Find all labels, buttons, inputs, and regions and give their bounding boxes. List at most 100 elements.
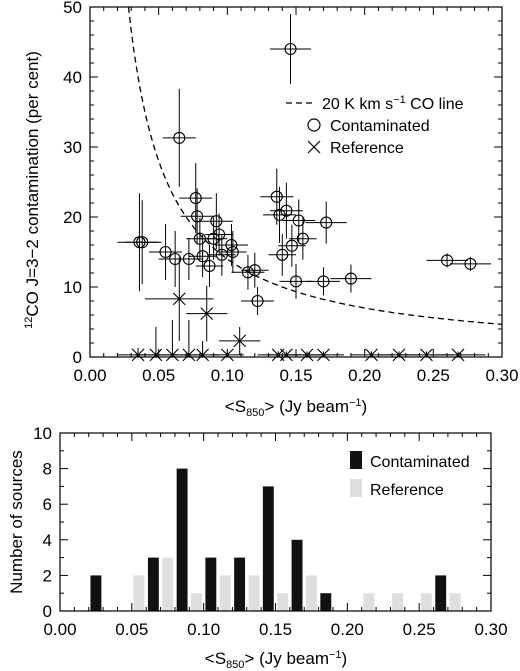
x-tick-label: 0.05 (142, 366, 175, 385)
histogram-y-tick-labels: 0 2 4 6 8 10 (33, 424, 52, 621)
scatter-y-tick-labels: 0 10 20 30 40 50 (63, 0, 82, 367)
reference-bar (305, 575, 317, 611)
contaminated-bar (291, 539, 303, 611)
contaminated-point (195, 245, 224, 287)
cross-marker (451, 348, 465, 362)
histogram-panel: 0.00 0.05 0.10 0.15 0.20 0.25 0.30 0 2 4 6 8 10 Con… (7, 424, 508, 671)
reference-bar (219, 575, 231, 611)
cross-marker (220, 348, 234, 362)
reference-bar (191, 593, 202, 611)
histogram-legend-reference-label: Reference (370, 482, 444, 499)
legend-line-label: 20 K km s−1 CO line (322, 94, 464, 113)
contaminated-bar (90, 575, 102, 611)
x-tick-label: 0.20 (348, 366, 381, 385)
scatter-legend: 20 K km s−1 CO line Contaminated Referen… (286, 94, 464, 157)
circle-marker (203, 259, 216, 273)
histogram-legend-contaminated-label: Contaminated (370, 454, 470, 471)
contaminated-point (241, 287, 275, 315)
x-tick-label: 0.15 (259, 620, 292, 639)
scatter-marks (117, 14, 492, 362)
contaminated-point (125, 200, 159, 285)
circle-marker (296, 232, 309, 245)
y-tick-label: 0 (43, 602, 52, 621)
legend-contaminated-label: Contaminated (330, 118, 430, 135)
reference-bar (363, 593, 375, 611)
scatter-y-axis-label: 12CO J=3−2 contamination (per cent) (23, 51, 42, 329)
contaminated-point (449, 256, 492, 271)
y-tick-label: 4 (43, 531, 52, 550)
circle-marker (276, 248, 289, 261)
contaminated-point (179, 163, 213, 234)
contaminated-bar (147, 557, 159, 611)
x-tick-label: 0.10 (211, 366, 244, 385)
circle-marker (213, 228, 226, 241)
circle-marker (225, 238, 238, 252)
contaminated-bar (234, 557, 246, 611)
contaminated-point (241, 252, 269, 288)
circle-marker (344, 272, 357, 285)
contaminated-bar (205, 557, 217, 611)
contaminated-bar (176, 468, 188, 611)
circle-marker (210, 215, 223, 228)
contaminated-point (231, 254, 265, 290)
cross-marker (200, 307, 214, 320)
scatter-plot-frame (89, 6, 503, 358)
reference-bar (277, 593, 289, 611)
contaminated-bar (320, 593, 332, 611)
contaminated-point (180, 188, 214, 245)
circle-marker (464, 257, 477, 270)
histogram-ticks (59, 432, 492, 612)
y-tick-label: 0 (73, 348, 82, 367)
cross-marker (172, 292, 186, 306)
x-tick-label: 0.15 (279, 366, 312, 385)
scatter-x-tick-labels: 0.00 0.05 0.10 0.15 0.20 0.25 0.30 (73, 366, 518, 385)
circle-marker (136, 236, 149, 249)
cross-marker (196, 348, 210, 362)
circle-marker (215, 248, 228, 261)
cross-marker (317, 348, 330, 362)
circle-marker (248, 264, 261, 277)
circle-marker (189, 192, 202, 205)
circle-marker (285, 239, 298, 252)
x-tick-label: 0.00 (43, 620, 76, 639)
contaminated-point (289, 217, 317, 260)
legend-reference-swatch (350, 479, 362, 497)
legend-contaminated-swatch (350, 451, 362, 469)
histogram-bars (90, 468, 461, 611)
reference-point (302, 348, 345, 362)
circle-marker (284, 42, 297, 56)
circle-marker (241, 266, 254, 279)
circle-marker (289, 275, 303, 288)
contaminated-point (305, 201, 347, 244)
cross-marker (233, 334, 247, 348)
contaminated-point (149, 224, 183, 280)
reference-point (135, 326, 177, 362)
contaminated-point (162, 88, 196, 187)
circle-marker (280, 204, 293, 217)
circle-marker (159, 245, 172, 259)
histogram-legend: Contaminated Reference (350, 451, 470, 499)
reference-bar (420, 593, 432, 611)
contaminated-point (219, 231, 247, 273)
scatter-ticks (89, 6, 503, 358)
circle-marker (196, 250, 209, 263)
circle-marker (320, 216, 333, 229)
reference-bar (248, 575, 260, 611)
circle-marker (251, 294, 264, 308)
contaminated-point (278, 224, 306, 267)
circle-marker (270, 190, 283, 203)
circle-marker (226, 245, 239, 259)
circle-marker (191, 210, 204, 223)
contaminated-point (330, 264, 372, 293)
legend-reference-label: Reference (330, 140, 404, 157)
circle-marker (441, 254, 454, 267)
reference-point (186, 285, 228, 342)
y-tick-label: 30 (63, 138, 82, 157)
reference-point (186, 340, 220, 362)
reference-bar (162, 557, 174, 611)
reference-point (430, 348, 486, 362)
x-tick-label: 0.25 (403, 620, 436, 639)
circle-marker (182, 252, 195, 266)
scatter-panel: 0.00 0.05 0.10 0.15 0.20 0.25 0.30 0 10 20 30 40 50… (23, 0, 519, 419)
